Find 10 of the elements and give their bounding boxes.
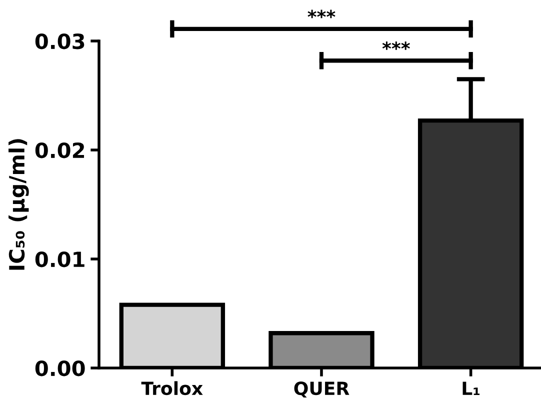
x-tick-label: Trolox (141, 381, 203, 396)
y-tick-label: 0.03 (35, 33, 84, 50)
x-tick-label: L₁ (462, 382, 480, 395)
y-tick-label: 0.02 (35, 142, 84, 158)
y-tick-label: 0.01 (35, 251, 84, 268)
y-axis-title: IC₅₀ (μg/ml) (8, 139, 29, 270)
y-tick-label: 0.00 (35, 360, 85, 376)
text: *** (308, 10, 336, 18)
x-tick-label: QUER (294, 382, 350, 398)
annotation: *** (382, 42, 410, 50)
